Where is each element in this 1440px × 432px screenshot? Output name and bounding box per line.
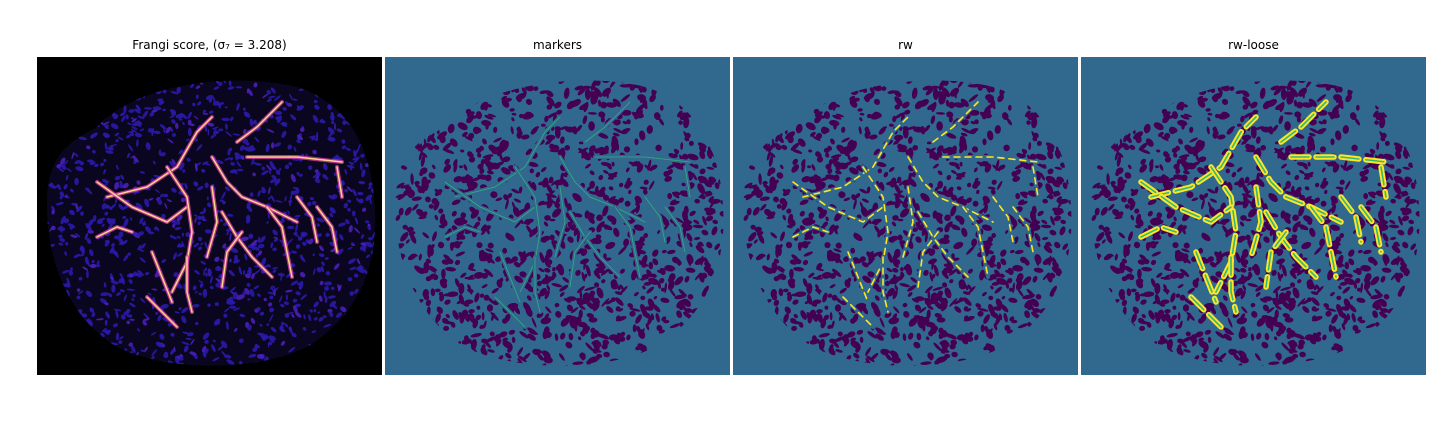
tissue-region — [46, 80, 376, 366]
title-markers: markers — [532, 38, 583, 52]
markers-image — [385, 57, 730, 375]
title-rw: rw — [898, 38, 913, 52]
panel-rw-loose — [1081, 57, 1426, 375]
rw-image — [733, 57, 1078, 375]
title-rw-loose: rw-loose — [1228, 38, 1279, 52]
panel-frangi — [37, 57, 382, 375]
panel-markers — [385, 57, 730, 375]
rw-loose-image — [1081, 57, 1426, 375]
title-frangi: Frangi score, (σ₇ = 3.208) — [132, 38, 287, 52]
tissue-region — [742, 80, 1072, 366]
tissue-region — [394, 80, 724, 366]
frangi-score-image — [37, 57, 382, 375]
panel-rw — [733, 57, 1078, 375]
